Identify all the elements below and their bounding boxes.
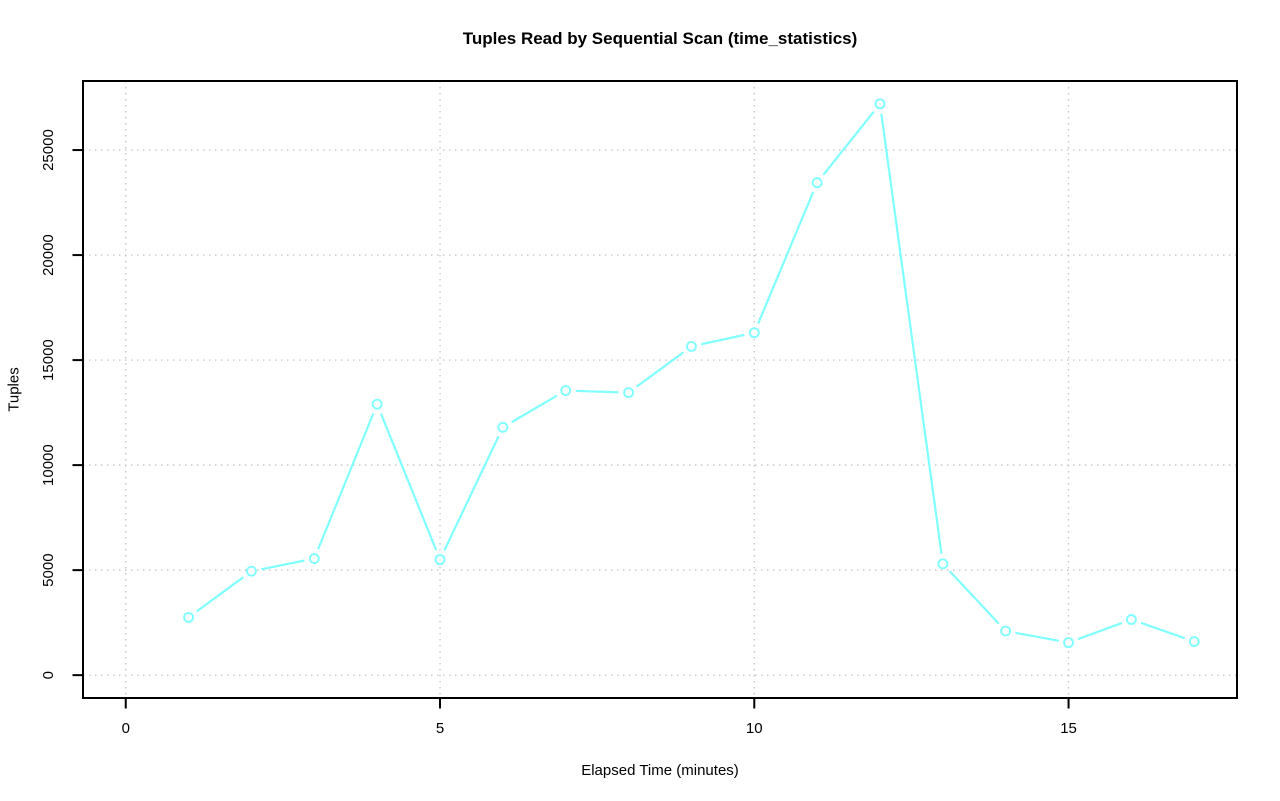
data-point [811,177,823,189]
data-line-segment [636,351,684,388]
x-tick-label: 0 [122,720,130,737]
plot-border [82,80,1238,699]
data-point [1063,637,1075,649]
data-line-segment [822,111,875,176]
data-line-segment [1077,622,1123,640]
data-line-segment [196,576,244,612]
data-point [308,553,320,565]
y-tick-label: 25000 [40,129,57,171]
data-point [371,398,383,410]
data-line-segment [1140,622,1185,640]
data-point [1188,636,1200,647]
data-point [1125,614,1137,625]
data-line-segment [575,389,619,394]
data-point [937,558,949,570]
x-tick-label: 15 [1060,720,1077,737]
y-axis-label: Tuples [5,367,23,412]
data-point [245,565,257,577]
data-line-segment [701,334,745,346]
data-point [874,98,886,110]
data-point [497,421,509,433]
data-line-segment [380,413,437,551]
data-line-segment [880,113,943,555]
data-point [748,327,760,339]
chart-title: Tuples Read by Sequential Scan (time_sta… [462,29,858,48]
y-tick-label: 15000 [40,339,57,381]
data-point [434,554,446,566]
data-line-segment [261,559,305,571]
y-tick-label: 5000 [40,553,57,586]
data-line-segment [757,191,814,324]
x-tick-label: 5 [436,720,444,737]
x-tick-label: 10 [746,720,763,737]
data-point [183,611,195,623]
x-axis-label: Elapsed Time (minutes) [581,762,739,779]
data-line-segment [1015,631,1059,642]
data-line-segment [317,413,375,550]
y-tick-label: 10000 [40,444,57,486]
y-tick-label: 0 [40,671,57,679]
y-tick-label: 20000 [40,234,57,276]
data-line-segment [443,436,500,551]
data-point [1000,625,1012,637]
data-point [685,340,697,352]
data-point [623,387,635,399]
data-line-segment [511,395,558,423]
data-line-segment [949,570,1000,625]
data-point [560,385,572,397]
